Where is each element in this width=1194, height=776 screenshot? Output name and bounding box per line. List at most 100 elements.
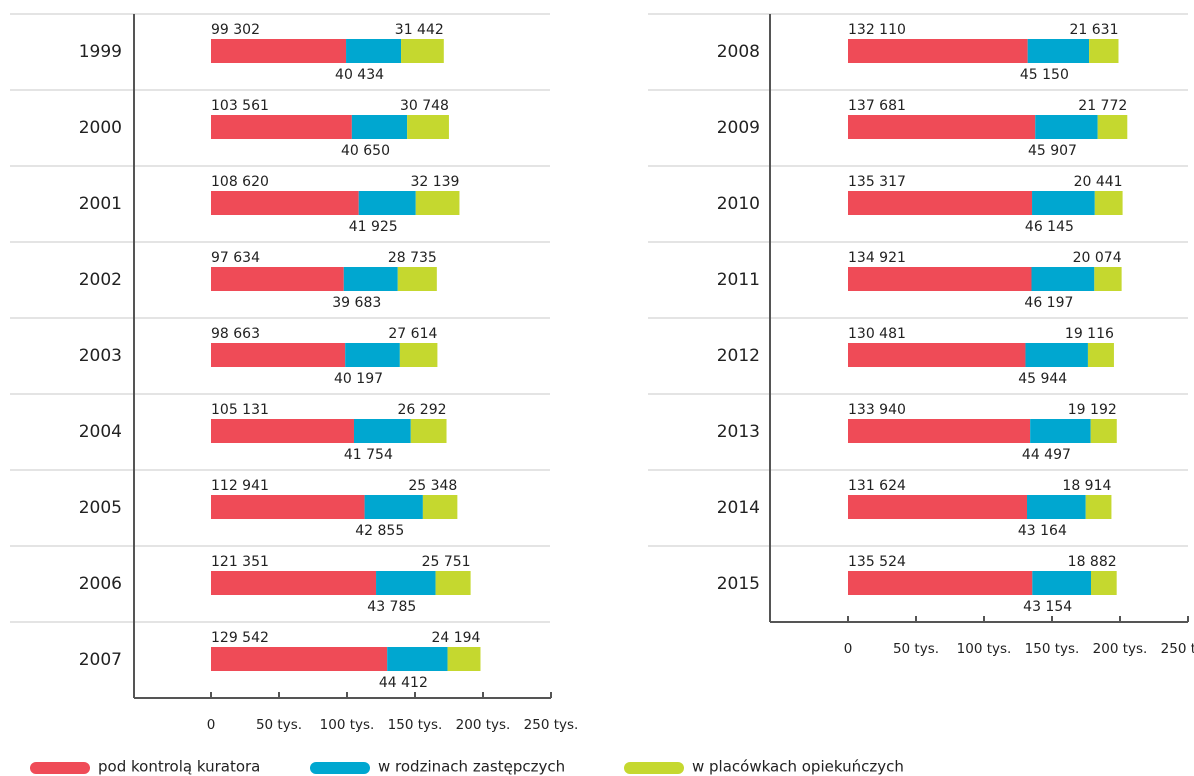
x-tick-label: 250 tys.: [524, 717, 579, 733]
x-tick-label: 250 tys.: [1161, 641, 1194, 657]
bar-segment: [211, 343, 346, 367]
data-label: 137 681: [848, 98, 906, 114]
x-tick-label: 50 tys.: [256, 717, 302, 733]
data-label: 98 663: [211, 326, 260, 342]
data-label: 24 194: [431, 630, 480, 646]
bar-segment: [848, 267, 1032, 291]
data-label: 121 351: [211, 554, 269, 570]
bar-segment: [364, 495, 423, 519]
bar-segment: [407, 115, 449, 139]
data-label: 45 907: [1028, 143, 1077, 159]
bar-segment: [848, 419, 1031, 443]
data-label: 20 441: [1074, 174, 1123, 190]
y-tick-label: 2008: [717, 42, 760, 62]
data-label: 40 197: [334, 371, 383, 387]
data-label: 133 940: [848, 402, 906, 418]
y-tick-label: 2012: [717, 346, 760, 366]
x-tick-label: 0: [844, 641, 853, 657]
data-label: 97 634: [211, 250, 260, 266]
data-label: 44 497: [1022, 447, 1071, 463]
bar-segment: [211, 647, 388, 671]
data-label: 46 145: [1025, 219, 1074, 235]
bar-segment: [387, 647, 448, 671]
data-label: 105 131: [211, 402, 269, 418]
legend-label: pod kontrolą kuratora: [98, 758, 260, 776]
y-tick-label: 2010: [717, 194, 760, 214]
legend-label: w rodzinach zastępczych: [378, 758, 565, 776]
bar-segment: [1090, 419, 1117, 443]
data-label: 41 925: [349, 219, 398, 235]
bar-segment: [1032, 571, 1092, 595]
bar-segment: [848, 571, 1033, 595]
bar-segment: [1035, 115, 1098, 139]
y-tick-label: 2005: [79, 498, 122, 518]
bar-segment: [848, 39, 1028, 63]
data-label: 25 751: [422, 554, 471, 570]
y-tick-label: 2006: [79, 574, 122, 594]
bar-segment: [1094, 191, 1123, 215]
data-label: 99 302: [211, 22, 260, 38]
bar-segment: [211, 191, 359, 215]
bar-segment: [447, 647, 481, 671]
data-label: 18 882: [1068, 554, 1117, 570]
bar-segment: [211, 39, 347, 63]
data-label: 18 914: [1062, 478, 1111, 494]
bar-segment: [211, 571, 377, 595]
data-label: 41 754: [344, 447, 393, 463]
data-label: 44 412: [379, 675, 428, 691]
bar-segment: [401, 39, 444, 63]
bar-segment: [1027, 39, 1090, 63]
data-label: 40 434: [335, 67, 384, 83]
data-label: 39 683: [332, 295, 381, 311]
bar-segment: [358, 191, 416, 215]
data-label: 132 110: [848, 22, 906, 38]
bar-segment: [1094, 267, 1122, 291]
bar-segment: [848, 495, 1028, 519]
data-label: 30 748: [400, 98, 449, 114]
data-label: 19 116: [1065, 326, 1114, 342]
bar-segment: [1025, 343, 1088, 367]
x-tick-label: 100 tys.: [320, 717, 375, 733]
bar-segment: [435, 571, 471, 595]
data-label: 40 650: [341, 143, 390, 159]
x-tick-label: 200 tys.: [456, 717, 511, 733]
bar-segment: [211, 267, 344, 291]
data-label: 46 197: [1024, 295, 1073, 311]
y-tick-label: 2001: [79, 194, 122, 214]
bar-segment: [1097, 115, 1128, 139]
data-label: 21 772: [1078, 98, 1127, 114]
bar-segment: [1085, 495, 1112, 519]
data-label: 45 944: [1018, 371, 1067, 387]
x-tick-label: 50 tys.: [893, 641, 939, 657]
bar-segment: [410, 419, 447, 443]
bar-segment: [346, 39, 402, 63]
bar-segment: [345, 343, 400, 367]
x-tick-label: 150 tys.: [1025, 641, 1080, 657]
data-label: 27 614: [388, 326, 437, 342]
data-label: 43 785: [367, 599, 416, 615]
data-label: 26 292: [398, 402, 447, 418]
bar-segment: [1030, 419, 1091, 443]
data-label: 135 317: [848, 174, 906, 190]
y-tick-label: 2002: [79, 270, 122, 290]
data-label: 108 620: [211, 174, 269, 190]
legend-label: w placówkach opiekuńczych: [692, 758, 904, 776]
bar-segment: [422, 495, 458, 519]
data-label: 20 074: [1073, 250, 1122, 266]
y-tick-label: 2015: [717, 574, 760, 594]
data-label: 131 624: [848, 478, 906, 494]
bar-segment: [211, 419, 354, 443]
y-tick-label: 2009: [717, 118, 760, 138]
bar-segment: [848, 343, 1026, 367]
y-tick-label: 2007: [79, 650, 122, 670]
bar-segment: [1032, 191, 1095, 215]
x-tick-label: 100 tys.: [957, 641, 1012, 657]
bar-segment: [343, 267, 398, 291]
data-label: 21 631: [1069, 22, 1118, 38]
data-label: 42 855: [355, 523, 404, 539]
y-tick-label: 2004: [79, 422, 122, 442]
y-tick-label: 2011: [717, 270, 760, 290]
bar-segment: [848, 191, 1033, 215]
